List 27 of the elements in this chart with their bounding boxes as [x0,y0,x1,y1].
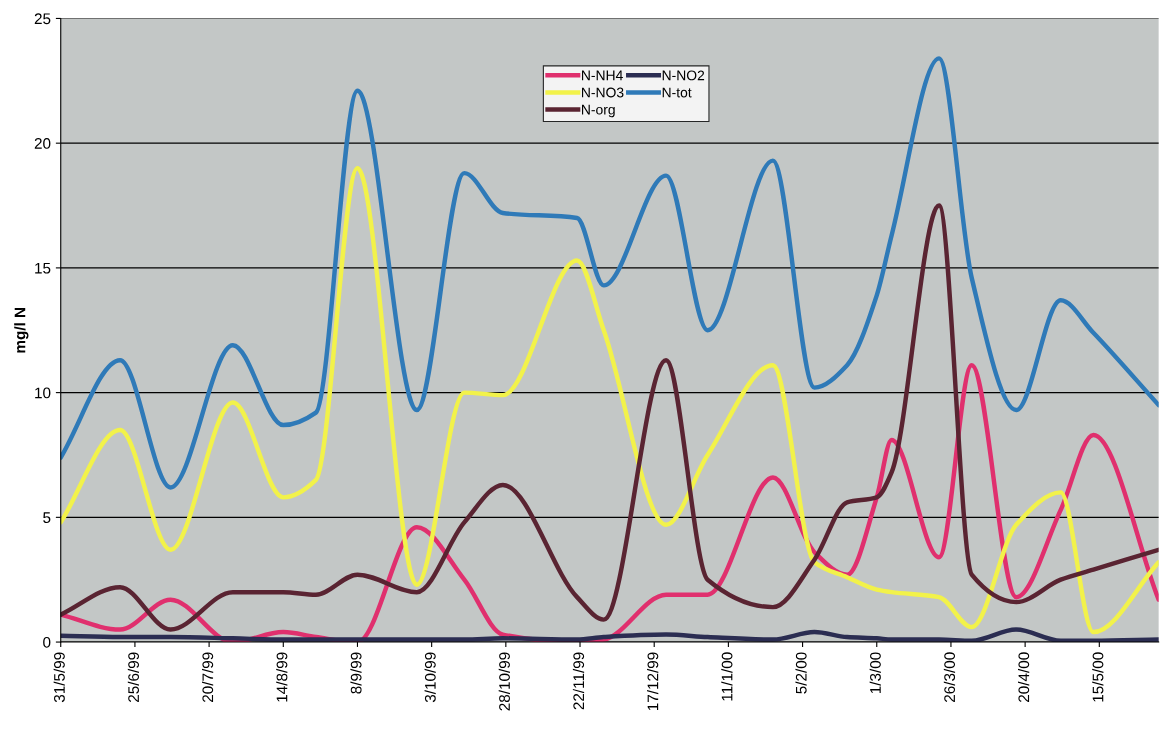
y-tick-label: 10 [35,387,51,399]
x-tick-label: 1/3/00 [869,652,881,694]
x-tick-label: 28/10/99 [498,652,510,711]
y-tick-label: 0 [43,636,51,648]
x-tick-label: 26/3/00 [943,652,956,702]
x-tick-label: 25/6/99 [127,652,140,702]
x-tick-label: 11/1/00 [721,652,733,701]
x-tick-label: 20/4/00 [1018,652,1030,702]
x-tick-label: 15/5/00 [1092,652,1104,702]
y-tick-label: 5 [43,512,51,524]
legend-label: N-tot [662,87,692,98]
y-tick-label: 25 [34,13,51,25]
legend-label: N-org [582,104,615,118]
legend-label: N-NO2 [662,70,705,81]
legend-label: N-NH4 [582,70,623,81]
x-tick-label: 31/5/99 [53,652,65,703]
x-tick-label: 5/2/00 [795,652,807,694]
x-tick-label: 3/10/99 [424,652,436,703]
x-tick-label: 8/9/99 [350,652,362,694]
y-axis-title: mg/l N [14,307,29,353]
x-tick-label: 20/7/99 [201,652,214,702]
y-tick-label: 15 [35,262,51,274]
y-tick-label: 20 [34,138,51,149]
legend-label: N-NO3 [582,87,624,98]
x-tick-label: 17/12/99 [647,652,659,711]
x-tick-label: 22/11/99 [572,652,585,710]
x-tick-label: 14/8/99 [276,652,288,702]
